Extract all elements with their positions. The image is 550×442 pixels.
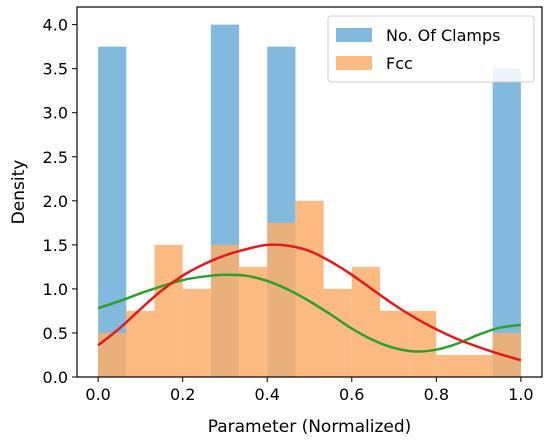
density-curve-1: [97, 273, 522, 353]
y-tick-label: 1.5: [43, 236, 68, 255]
plot-frame: [76, 6, 543, 378]
y-tick-label: 0.5: [43, 324, 68, 343]
x-tick-label: 0.4: [255, 385, 280, 404]
x-axis: 0.0 0.2 0.4 0.6 0.8 1.0: [85, 377, 534, 404]
legend-swatch-fcc: [336, 56, 372, 70]
legend-swatch-no-of-clamps: [336, 28, 372, 42]
x-tick-label: 0.2: [170, 385, 195, 404]
y-tick-label: 2.0: [43, 192, 68, 211]
bar-fcc: [154, 244, 183, 377]
bar-fcc: [267, 222, 296, 377]
y-tick-label: 1.0: [43, 280, 68, 299]
legend: No. Of Clamps Fcc: [327, 15, 535, 83]
y-axis-title: Density: [9, 160, 29, 225]
y-tick-label: 3.5: [43, 60, 68, 79]
bar-no-of-clamps: [98, 46, 127, 378]
bar-fcc: [126, 310, 155, 377]
bar-fcc: [295, 200, 324, 377]
curves-layer: [97, 243, 522, 362]
bar-fcc: [323, 288, 352, 377]
density-curve-2: [97, 243, 522, 362]
bar-no-of-clamps: [492, 68, 521, 378]
x-tick-label: 0.0: [85, 385, 110, 404]
legend-box: [327, 15, 535, 83]
x-tick-label: 0.6: [339, 385, 364, 404]
legend-label-no-of-clamps: No. Of Clamps: [386, 26, 500, 45]
bar-fcc: [436, 354, 465, 377]
bar-fcc: [98, 332, 127, 377]
y-tick-label: 4.0: [43, 16, 68, 35]
x-axis-title: Parameter (Normalized): [208, 417, 412, 437]
legend-label-fcc: Fcc: [386, 54, 413, 73]
y-tick-label: 0.0: [43, 368, 68, 387]
bar-fcc: [210, 244, 240, 377]
y-tick-label: 2.5: [43, 148, 68, 167]
bar-fcc: [239, 266, 268, 377]
bars-layer: [98, 24, 521, 378]
bar-fcc: [182, 288, 211, 377]
x-tick-label: 1.0: [508, 385, 533, 404]
x-tick-label: 0.8: [424, 385, 449, 404]
y-tick-label: 3.0: [43, 104, 68, 123]
bar-fcc: [464, 354, 493, 377]
y-axis: 0.0 0.5 1.0 1.5 2.0 2.5 3.0 3.5 4.0: [43, 16, 77, 387]
